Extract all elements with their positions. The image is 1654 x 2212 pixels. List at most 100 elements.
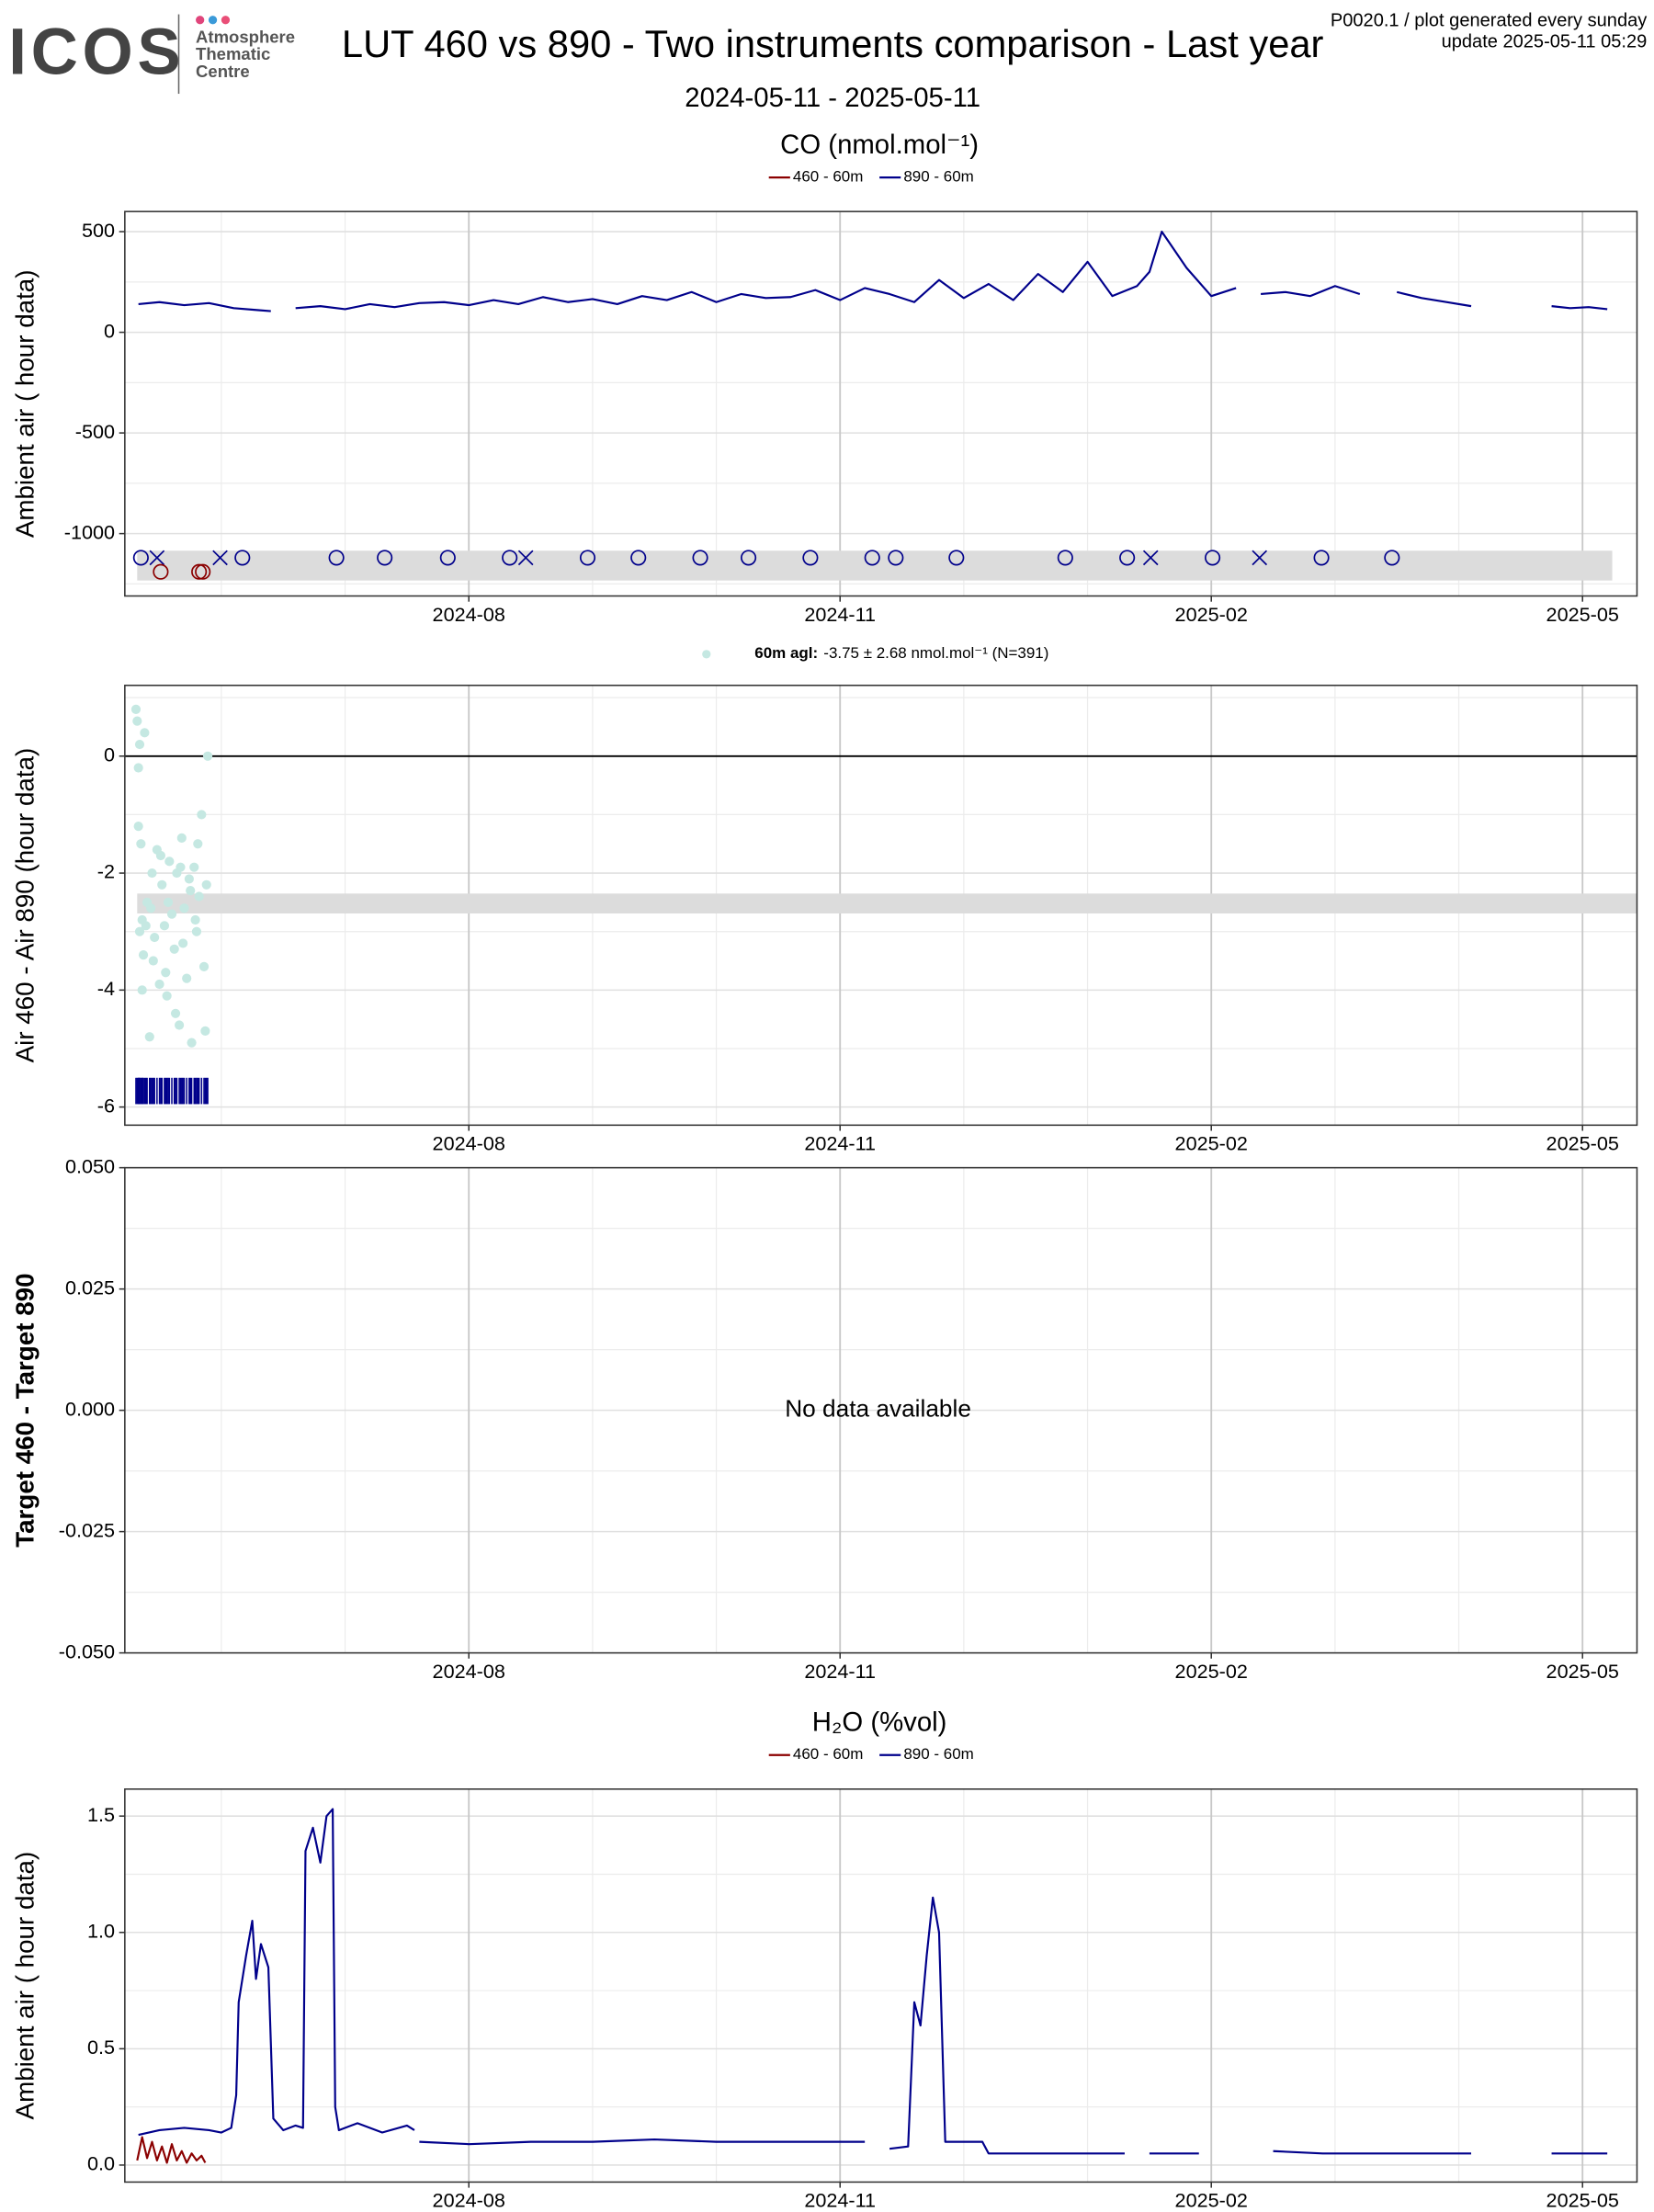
panel-frame [124, 685, 1638, 1127]
scatter-point [202, 751, 213, 761]
scatter-point [141, 921, 151, 931]
scatter-point [136, 839, 146, 849]
panel-title: H₂O (%vol) [812, 1707, 947, 1738]
y-tick-label: -0.050 [59, 1639, 115, 1662]
scatter-point [170, 1008, 181, 1018]
x-tick-label: 2024-08 [433, 1132, 505, 1155]
event-marker [1119, 550, 1136, 566]
event-marker [802, 550, 819, 566]
event-marker [1057, 550, 1073, 566]
scatter-point [191, 926, 202, 936]
event-marker [630, 550, 647, 566]
event-marker [1252, 550, 1268, 566]
y-axis-title: Air 460 - Air 890 (hour data) [11, 748, 40, 1063]
y-tick-label: 0.025 [65, 1276, 115, 1299]
event-marker [692, 550, 708, 566]
event-marker [195, 563, 211, 580]
y-axis-title: Ambient air ( hour data) [11, 1852, 40, 2120]
event-marker [888, 550, 904, 566]
panel-background [124, 211, 1637, 596]
scatter-point [198, 961, 210, 971]
scatter-point [193, 839, 203, 849]
y-axis-title: Target 460 - Target 890 [11, 1273, 40, 1547]
event-marker [212, 550, 228, 566]
y-tick-label: 0.000 [65, 1397, 115, 1420]
scatter-point [166, 909, 177, 919]
scatter-point [169, 944, 179, 954]
scatter-point [155, 850, 165, 861]
y-tick-label: -0.025 [59, 1518, 115, 1541]
scatter-point [190, 914, 200, 925]
x-tick-label: 2024-11 [804, 603, 876, 626]
scatter-point [176, 833, 187, 843]
scatter-point [133, 822, 143, 832]
event-marker [234, 550, 251, 566]
scatter-point [184, 874, 194, 884]
y-tick-label: 0 [104, 743, 115, 766]
scatter-point [201, 879, 211, 890]
y-tick-label: -6 [97, 1094, 115, 1117]
panel-frame [124, 1788, 1638, 2184]
legend-label: 890 - 60m [903, 168, 973, 186]
event-marker [1384, 550, 1400, 566]
logo-dot [208, 16, 218, 25]
event-marker [579, 550, 596, 566]
y-tick-label: -500 [75, 420, 115, 443]
no-data-message: No data available [785, 1395, 971, 1423]
scatter-point [132, 716, 142, 726]
scatter-point [134, 926, 145, 936]
x-tick-label: 2024-08 [433, 603, 505, 626]
event-marker [149, 550, 165, 566]
scatter-point [140, 728, 150, 738]
scatter-point [154, 979, 164, 990]
legend-label: 890 - 60m [903, 1745, 973, 1763]
info-text: update 2025-05-11 05:29 [1442, 32, 1648, 52]
x-tick-label: 2024-11 [804, 2189, 876, 2212]
scatter-point [159, 921, 170, 931]
event-marker [132, 550, 149, 566]
logo-subtitle: Centre [196, 62, 250, 81]
x-tick-label: 2025-05 [1546, 1132, 1619, 1155]
event-marker [439, 550, 456, 566]
x-tick-label: 2025-02 [1175, 1660, 1248, 1683]
scatter-point [186, 886, 196, 896]
scatter-point [150, 932, 160, 943]
event-marker [741, 550, 757, 566]
logo-dot [221, 16, 231, 25]
logo: ICOS [8, 17, 185, 89]
x-tick-label: 2024-08 [433, 1660, 505, 1683]
y-tick-label: 0.0 [87, 2152, 115, 2175]
panel-frame [124, 1166, 1638, 1654]
scatter-point [133, 763, 143, 773]
y-tick-label: 500 [82, 219, 115, 242]
y-tick-label: 0.050 [65, 1154, 115, 1177]
legend-label: 60m agl: -3.75 ± 2.68 nmol.mol⁻¹ (N=391) [754, 644, 1048, 662]
logo-subtitle: Atmosphere [196, 28, 295, 47]
event-marker [328, 550, 345, 566]
event-marker [502, 550, 518, 566]
scatter-point [194, 891, 204, 902]
scatter-point [147, 868, 157, 879]
y-tick-label: -4 [97, 977, 115, 1000]
event-marker [517, 550, 534, 566]
scatter-point [162, 991, 172, 1001]
y-tick-label: 1.0 [87, 1919, 115, 1942]
event-marker [377, 550, 393, 566]
scatter-point [148, 956, 158, 966]
scatter-point [130, 704, 142, 714]
logo-subtitle: Thematic [196, 44, 270, 63]
event-marker [1313, 550, 1330, 566]
scatter-point [176, 862, 186, 872]
scatter-point [138, 950, 149, 960]
x-tick-label: 2025-05 [1546, 2189, 1619, 2212]
event-marker [1205, 550, 1221, 566]
x-tick-label: 2025-02 [1175, 1132, 1248, 1155]
event-marker [948, 550, 965, 566]
scatter-point [161, 968, 171, 978]
info-text: P0020.1 / plot generated every sunday [1331, 11, 1647, 31]
panel-title: CO (nmol.mol⁻¹) [780, 130, 979, 160]
scatter-point [200, 1026, 210, 1036]
scatter-point [178, 938, 188, 948]
